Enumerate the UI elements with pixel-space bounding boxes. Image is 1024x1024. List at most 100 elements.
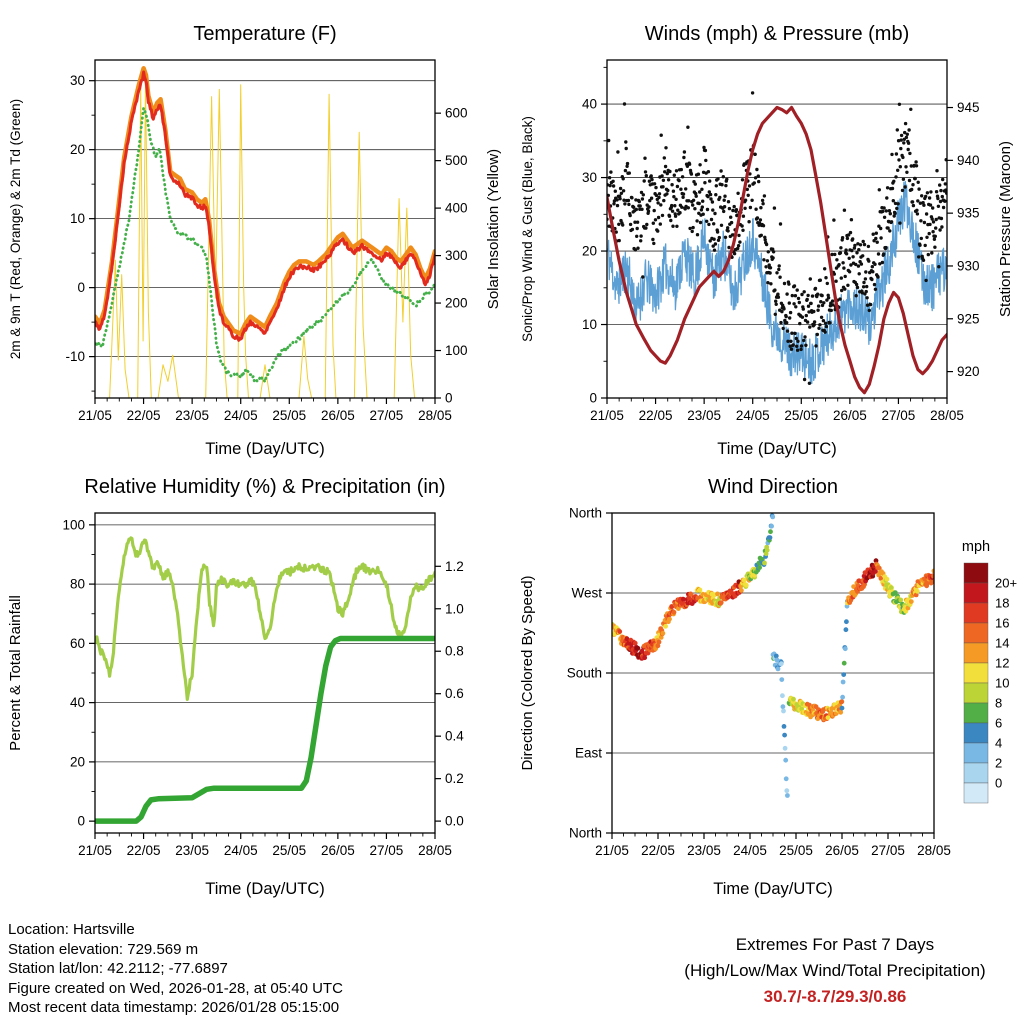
- wind_gust-dot: [709, 217, 714, 222]
- wind_gust-dot: [941, 177, 945, 182]
- wind_gust-dot: [823, 330, 827, 334]
- y-right-tick-label: 0: [445, 391, 453, 406]
- wind_gust-dot: [832, 218, 836, 222]
- wind_gust-dot: [902, 141, 906, 145]
- wind_gust-dot: [771, 247, 775, 251]
- wind_gust-dot: [656, 229, 660, 233]
- y-left-tick-label: -10: [65, 349, 85, 364]
- wind_gust-dot: [759, 206, 763, 210]
- wind_gust-dot: [779, 320, 783, 325]
- wind_gust-dot: [877, 224, 881, 228]
- x-tick-label: 28/05: [917, 843, 951, 858]
- y-left-tick-label: 30: [70, 73, 85, 88]
- wind_gust-dot: [856, 242, 860, 246]
- wind_gust-dot: [818, 323, 822, 327]
- wind-dir-dot: [780, 693, 785, 699]
- wind_gust-dot: [798, 321, 802, 326]
- wind_gust-dot: [771, 256, 775, 260]
- wind_gust-dot: [755, 167, 759, 172]
- wind_gust-dot: [621, 223, 625, 227]
- wind_gust-dot: [799, 344, 804, 348]
- wind_gust-dot: [854, 294, 858, 298]
- wind_gust-dot: [842, 266, 846, 270]
- wind_gust-dot: [847, 270, 852, 274]
- wind_gust-dot: [673, 204, 677, 208]
- wind_gust-dot: [896, 202, 900, 206]
- wind_gust-dot: [894, 152, 899, 156]
- wind_gust-dot: [769, 282, 773, 286]
- wind_gust-dot: [826, 296, 831, 300]
- wind_gust-dot: [904, 135, 909, 140]
- wind_gust-dot: [707, 222, 711, 227]
- wind_gust-dot: [713, 242, 718, 246]
- wind_gust-dot: [813, 286, 818, 291]
- wind_gust-dot: [767, 263, 771, 267]
- wind_gust-dot: [914, 160, 918, 164]
- wind-dir-dot: [781, 724, 787, 729]
- wind_gust-dot: [853, 243, 857, 248]
- wind_gust-dot: [686, 125, 690, 129]
- wind_gust-dot: [888, 229, 892, 233]
- wind_gust-dot: [793, 294, 798, 298]
- humidity-precipitation-chart: 21/05 22/05 23/05 24/05 25/05 26/05 27/05 28/05…: [0, 468, 512, 913]
- wind_gust-dot: [819, 315, 824, 319]
- wind_gust-dot: [901, 155, 905, 160]
- wind_gust-dot: [708, 179, 712, 183]
- wind-dir-dot: [715, 591, 720, 597]
- wind-dir-dot: [929, 579, 934, 585]
- wind_gust-dot: [716, 177, 720, 181]
- wind_gust-dot: [931, 206, 935, 210]
- wind_gust-dot: [804, 343, 808, 347]
- wind_gust-dot: [609, 170, 613, 174]
- wind_gust-dot: [873, 287, 878, 291]
- wind_gust-dot: [911, 203, 916, 208]
- wind_gust-dot: [618, 197, 622, 201]
- wind_gust-dot: [646, 209, 651, 213]
- wind_gust-dot: [897, 158, 901, 162]
- wind_gust-dot: [809, 301, 813, 306]
- wind-dir-dot: [876, 565, 882, 571]
- sonic_wind-line: [607, 180, 947, 385]
- wind_gust-dot: [713, 211, 717, 216]
- wind_gust-dot: [839, 276, 843, 280]
- wind_gust-dot: [654, 193, 659, 198]
- y-left-tick-label: 30: [582, 170, 597, 185]
- wind_gust-dot: [731, 208, 735, 213]
- wind-dir-dot: [639, 648, 645, 654]
- wind_gust-dot: [758, 218, 763, 222]
- wind_gust-dot: [921, 258, 926, 262]
- wind_gust-dot: [697, 201, 701, 206]
- x-tick-label: 23/05: [175, 408, 209, 423]
- x-tick-label: 25/05: [779, 843, 813, 858]
- wind_gust-dot: [940, 225, 944, 229]
- wind-dir-dot: [635, 645, 641, 651]
- wind_gust-dot: [909, 107, 913, 112]
- wind_gust-dot: [618, 186, 623, 191]
- wind-dir-dot: [697, 587, 703, 593]
- wind_gust-dot: [635, 220, 640, 224]
- wind_gust-dot: [718, 195, 722, 200]
- wind_gust-dot: [715, 230, 720, 234]
- y-axis-label-right: Solar Insolation (Yellow): [485, 149, 502, 309]
- wind_gust-dot: [645, 222, 649, 227]
- x-tick-label: 21/05: [595, 843, 629, 858]
- y-left-tick-label: 10: [70, 211, 85, 226]
- wind-dir-dot: [908, 599, 914, 604]
- wind-dir-dot: [671, 609, 677, 615]
- wind_gust-dot: [632, 205, 636, 209]
- wind_gust-dot: [795, 288, 799, 292]
- wind_gust-dot: [851, 255, 855, 259]
- wind_gust-dot: [748, 205, 753, 210]
- colorbar-swatch: [963, 622, 989, 644]
- winds-pressure-chart: 21/05 22/05 23/05 24/05 25/05 26/05 27/05 28/05…: [512, 0, 1024, 473]
- wind_gust-dot: [714, 193, 718, 197]
- wind_gust-dot: [750, 198, 754, 202]
- wind_gust-dot: [797, 300, 801, 305]
- wind_gust-dot: [830, 252, 834, 257]
- wind_gust-dot: [793, 331, 797, 336]
- wind_gust-dot: [806, 293, 810, 298]
- wind_gust-dot: [626, 198, 631, 203]
- wind-dir-dot: [660, 630, 666, 636]
- colorbar-label: 0: [995, 776, 1002, 791]
